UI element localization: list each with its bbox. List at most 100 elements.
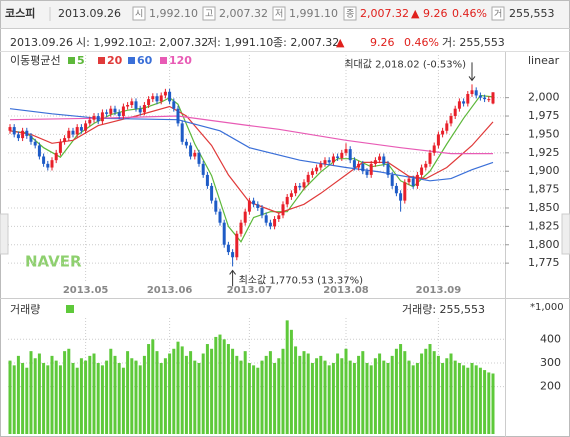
- legend-label: 5: [77, 54, 85, 67]
- candle-body: [180, 123, 184, 142]
- volume-bar: [298, 355, 302, 434]
- volume-bar: [386, 362, 390, 434]
- volume-bar: [336, 353, 340, 434]
- volume-bar: [67, 348, 71, 434]
- candle-body: [247, 200, 251, 212]
- volume-bar: [159, 362, 163, 434]
- candle-body: [172, 101, 176, 109]
- candle-body: [336, 156, 340, 158]
- candle-body: [210, 185, 214, 201]
- volume-bar: [105, 360, 109, 434]
- info-arrow: ▲: [336, 36, 345, 49]
- candle-body: [449, 116, 453, 124]
- info-volume: 거: 255,553: [442, 36, 505, 49]
- y-tick-label: 1,975: [528, 109, 560, 122]
- volume-bar: [117, 362, 121, 434]
- volume-bar: [239, 360, 243, 434]
- candle-body: [315, 167, 319, 172]
- change-pct: 0.46%: [452, 7, 487, 20]
- legend-title: 이동평균선: [10, 54, 61, 67]
- candle-body: [323, 160, 327, 164]
- volume-bar: [16, 355, 20, 434]
- candle-body: [294, 185, 298, 194]
- volume-bar: [449, 353, 453, 434]
- volume-bar: [42, 362, 46, 434]
- volume-bar: [302, 351, 306, 434]
- icon-label: 저: [275, 9, 283, 20]
- candle-body: [420, 167, 424, 175]
- volume-bar: [453, 360, 457, 434]
- volume-bar: [226, 344, 230, 434]
- volume-tick-label: 400: [540, 332, 561, 345]
- candle-body: [226, 244, 230, 253]
- candle-body: [75, 127, 79, 135]
- volume-bar: [411, 365, 415, 434]
- icon: [132, 6, 146, 21]
- volume-bar: [457, 362, 461, 434]
- volume-bar: [478, 367, 482, 434]
- volume-bar: [184, 355, 188, 434]
- candle-body: [21, 130, 25, 139]
- volume-bar: [37, 353, 41, 434]
- volume-bar: [357, 355, 361, 434]
- candle-body: [50, 160, 54, 168]
- candle-body: [487, 99, 491, 101]
- candle-body: [340, 152, 344, 158]
- volume-bar: [25, 367, 29, 434]
- candle-body: [289, 193, 293, 197]
- candle-body: [302, 182, 306, 188]
- candle-body: [361, 163, 365, 172]
- y-tick-label: 1,775: [528, 256, 560, 269]
- candle-body: [357, 163, 361, 168]
- volume-bar: [344, 348, 348, 434]
- x-tick-label: 2013.08: [323, 285, 369, 296]
- candle-body: [168, 91, 172, 102]
- volume-bar: [88, 355, 92, 434]
- volume-bar: [134, 360, 138, 434]
- candle-body: [453, 108, 457, 117]
- candle-body: [105, 112, 109, 114]
- candle-body: [394, 185, 398, 194]
- candle-body: [256, 204, 260, 208]
- volume-bar: [390, 355, 394, 434]
- candle-body: [281, 204, 285, 216]
- volume-bar: [436, 355, 440, 434]
- volume-bar: [323, 360, 327, 434]
- candle-body: [193, 152, 197, 157]
- volume-bar: [54, 360, 58, 434]
- volume-bar: [201, 353, 205, 434]
- volume-bar: [260, 360, 264, 434]
- volume-bar: [289, 329, 293, 434]
- candle-body: [155, 96, 159, 102]
- volume-bar: [247, 362, 251, 434]
- y-tick-label: 1,800: [528, 238, 560, 251]
- candle-body: [382, 156, 386, 164]
- volume-bar: [315, 358, 319, 434]
- moving-average: [9, 94, 494, 243]
- right-tab[interactable]: [561, 213, 570, 255]
- candle-body: [201, 163, 205, 175]
- legend-label: 120: [169, 54, 192, 67]
- volume-bar: [331, 362, 335, 434]
- volume: 255,553: [509, 7, 555, 20]
- close: 2,007.32: [360, 7, 409, 20]
- volume-bar: [29, 351, 33, 434]
- volume-bar: [361, 351, 365, 434]
- volume-bar: [92, 353, 96, 434]
- candle-body: [109, 108, 113, 114]
- volume-bar: [487, 372, 491, 434]
- volume-bar: [75, 367, 79, 434]
- volume-bar: [33, 358, 37, 434]
- volume-bar: [365, 362, 369, 434]
- volume-bar: [491, 373, 495, 434]
- volume-bar: [268, 351, 272, 434]
- left-tab[interactable]: [0, 213, 9, 255]
- volume-bar: [285, 320, 289, 434]
- volume-bar: [155, 351, 159, 434]
- volume-bar: [243, 351, 247, 434]
- candle-body: [260, 207, 264, 216]
- candle-body: [231, 252, 235, 258]
- date: 2013.09.26: [58, 7, 121, 20]
- legend-swatch: [128, 57, 135, 64]
